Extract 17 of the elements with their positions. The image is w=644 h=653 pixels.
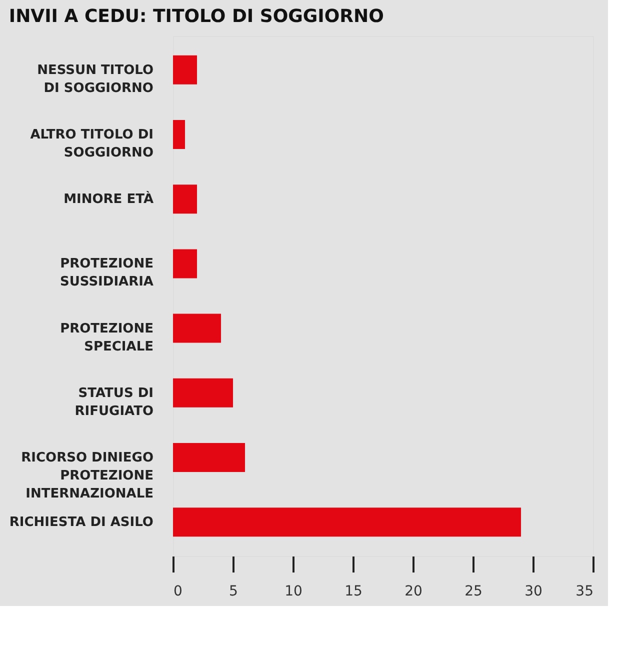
y-tick-label: PROTEZIONE SPECIALE [60,321,154,354]
x-tick-label: 30 [524,584,542,600]
y-tick-label: RICORSO DINIEGO PROTEZIONE INTERNAZIONALE [21,450,154,502]
y-tick-label: STATUS DI RIFUGIATO [74,386,154,419]
y-tick-label: RICHIESTA DI ASILO [9,515,154,530]
y-tick-label: ALTRO TITOLO DI SOGGIORNO [30,128,154,161]
x-tick-label: 25 [464,584,482,600]
x-tick-label: 15 [344,584,362,600]
x-tick-label: 0 [174,584,182,600]
x-tick-label: 35 [576,584,594,600]
y-tick-label: NESSUN TITOLO DI SOGGIORNO [37,62,154,96]
x-tick-label: 20 [404,584,422,600]
chart-title: INVII A CEDU: TITOLO DI SOGGIORNO [8,6,384,27]
y-tick-label: MINORE ETÀ [64,190,154,208]
x-tick-label: 10 [284,584,302,600]
x-tick-label: 5 [229,584,238,600]
y-tick-label: PROTEZIONE SUSSIDIARIA [60,256,154,290]
